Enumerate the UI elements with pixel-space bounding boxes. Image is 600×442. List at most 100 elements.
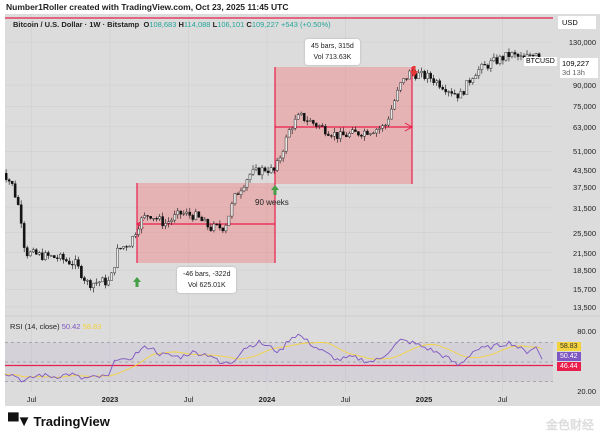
- candle-up: [140, 217, 143, 230]
- rsi-line: [5, 333, 543, 383]
- candle-down: [119, 247, 122, 250]
- candle-up: [230, 203, 234, 217]
- candle-up: [384, 124, 387, 127]
- candle-down: [486, 64, 490, 69]
- measure-vol-2: Vol 713.63K: [313, 54, 352, 61]
- price-axis-label: 43,500: [573, 166, 596, 176]
- candle-down: [200, 216, 204, 222]
- candle-down: [357, 131, 360, 136]
- candle-up: [333, 132, 336, 137]
- candle-up: [399, 82, 402, 91]
- candle-down: [354, 129, 357, 132]
- brand-name: TradingView: [33, 414, 110, 429]
- candle-down: [513, 52, 517, 55]
- candle-up: [233, 193, 237, 204]
- candle-up: [489, 60, 493, 69]
- candle-down: [68, 260, 71, 265]
- rsi-ma-value: 58.83: [82, 322, 102, 331]
- candle-up: [296, 114, 300, 120]
- candle-down: [46, 252, 50, 256]
- symbol-legend: Bitcoin / U.S. Dollar · 1W · Bitstamp O1…: [13, 20, 331, 29]
- candle-down: [191, 215, 195, 220]
- candle-up: [74, 259, 77, 266]
- candle-up: [278, 157, 282, 161]
- price-chart[interactable]: [5, 14, 600, 406]
- candle-down: [432, 78, 435, 83]
- rsi-label: RSI (14, close): [10, 322, 60, 331]
- candle-up: [504, 52, 508, 61]
- candle-down: [456, 93, 460, 99]
- candle-up: [31, 249, 35, 253]
- close-value: 109,227: [251, 20, 279, 29]
- candle-up: [194, 211, 198, 220]
- open-value: 108,683: [149, 20, 177, 29]
- candle-down: [507, 52, 511, 57]
- candle-down: [215, 223, 219, 226]
- candle-up: [131, 236, 134, 247]
- currency-label[interactable]: USD: [558, 16, 596, 29]
- weeks-annotation: 90 weeks: [255, 198, 289, 207]
- candle-down: [438, 80, 442, 88]
- candle-up: [49, 255, 53, 257]
- candle-down: [52, 255, 56, 259]
- measure-label-2: 45 bars, 315d Vol 713.63K: [305, 39, 360, 65]
- rsi-axis-20: 20.00: [577, 387, 596, 396]
- candle-down: [495, 57, 499, 64]
- candle-up: [474, 75, 478, 79]
- candle-up: [245, 179, 249, 188]
- price-axis-label: 90,000: [573, 81, 596, 91]
- arrow-down-icon: [410, 66, 418, 77]
- candle-up: [351, 129, 354, 134]
- price-axis-label: 63,000: [573, 122, 596, 132]
- candle-down: [83, 277, 86, 281]
- candle-up: [339, 131, 342, 139]
- candle-up: [28, 251, 32, 257]
- candle-up: [459, 91, 463, 99]
- candle-up: [170, 219, 174, 222]
- candle-up: [348, 133, 351, 138]
- candle-up: [113, 267, 116, 274]
- price-axis-label: 21,500: [573, 248, 596, 258]
- candle-down: [65, 259, 68, 262]
- candle-down: [16, 197, 20, 205]
- candle-up: [134, 234, 137, 237]
- price-axis-label: 51,000: [573, 147, 596, 157]
- candle-down: [125, 246, 128, 248]
- candle-down: [188, 211, 192, 216]
- rsi-tag: 50.42: [557, 352, 581, 361]
- low-value: 106,101: [217, 20, 245, 29]
- candle-up: [372, 132, 375, 135]
- last-price-tag: 109,227 3d 13h: [560, 58, 598, 78]
- candle-up: [393, 100, 396, 110]
- candle-up: [227, 215, 231, 226]
- candle-up: [417, 72, 420, 79]
- candle-down: [444, 89, 448, 93]
- time-axis-label: 2024: [258, 395, 276, 404]
- candle-up: [152, 218, 155, 220]
- candle-down: [302, 112, 306, 121]
- candle-up: [128, 245, 131, 248]
- symbol-tag: BTCUSD: [524, 57, 557, 66]
- time-axis-label: 2023: [101, 395, 119, 404]
- candle-up: [435, 80, 438, 83]
- candle-up: [254, 167, 258, 170]
- candle-down: [453, 93, 457, 95]
- price-axis-label: 25,500: [573, 228, 596, 238]
- candle-down: [311, 120, 315, 124]
- candle-down: [330, 135, 333, 137]
- candle-up: [164, 223, 168, 227]
- candle-up: [402, 78, 405, 83]
- candle-up: [281, 151, 285, 159]
- last-price: 109,227: [562, 59, 590, 68]
- candle-up: [203, 219, 207, 222]
- candle-down: [146, 215, 149, 217]
- candle-down: [323, 126, 327, 135]
- candle-up: [381, 125, 384, 129]
- candle-down: [236, 193, 240, 195]
- price-axis-label: 18,500: [573, 266, 596, 276]
- candle-down: [516, 53, 520, 57]
- chart-area[interactable]: Bitcoin / U.S. Dollar · 1W · Bitstamp O1…: [5, 14, 600, 406]
- candle-down: [336, 132, 339, 139]
- candle-up: [212, 223, 216, 231]
- candle-up: [308, 120, 312, 122]
